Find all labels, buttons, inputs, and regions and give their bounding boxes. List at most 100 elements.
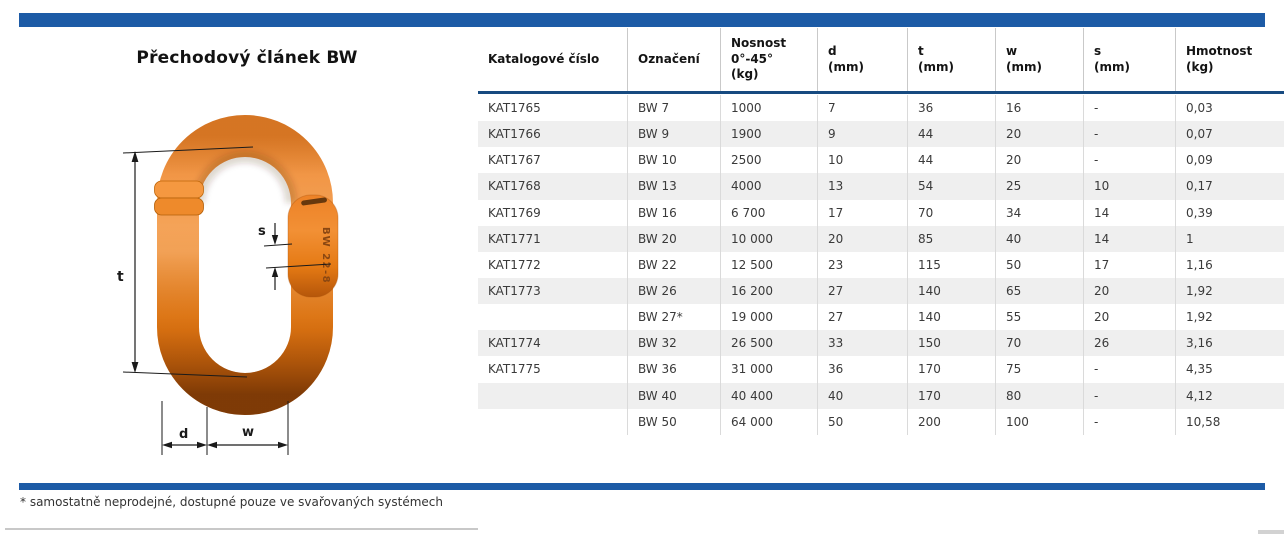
table-cell: KAT1765 (488, 101, 541, 116)
table-cell: 7 (817, 95, 907, 122)
page-title: Přechodový článek BW (136, 48, 358, 68)
table-cell: 170 (907, 382, 995, 409)
table-cell: BW 40 (627, 382, 720, 409)
table-cell: 200 (907, 408, 995, 435)
header-oznaceni: Označení (627, 28, 720, 91)
table-cell: 33 (817, 330, 907, 357)
dim-label-t: t (117, 269, 124, 285)
table-row: KAT1767 BW 10 2500 10 44 20-0,09 (478, 147, 1284, 174)
table-cell: 40 400 (720, 382, 817, 409)
table-cell: KAT1773 (488, 284, 541, 299)
table-cell: 40 (817, 382, 907, 409)
table-cell: 170 (907, 356, 995, 383)
table-cell (478, 409, 627, 435)
table-cell: BW 22 (627, 251, 720, 278)
table-cell: KAT1769 (488, 205, 541, 220)
table-cell: 4000 (720, 173, 817, 200)
table-header-row: Katalogové číslo Označení Nosnost 0°-45°… (478, 28, 1284, 94)
table-cell: BW 50 (627, 408, 720, 435)
table-cell: 20 (817, 225, 907, 252)
header-nosnost: Nosnost 0°-45° (kg) (720, 28, 817, 91)
table-cell: 13 (817, 173, 907, 200)
table-cell: 10 (817, 147, 907, 174)
table-cell: 25 (995, 173, 1083, 200)
table-cell: 14 (1083, 199, 1175, 226)
table-row: KAT1774 BW 32 26 500 33 150 70 26 3,16 (478, 330, 1284, 357)
table-cell: 0,07 (1175, 121, 1284, 148)
table-cell: 0,39 (1175, 199, 1284, 226)
table-cell: 26 (1083, 330, 1175, 357)
table-cell: 140 (907, 304, 995, 331)
table-row: KAT1766 BW 9 1900 9 44 20-0,07 (478, 121, 1284, 148)
table-cell: 50 (995, 251, 1083, 278)
header-d: d (mm) (817, 28, 907, 91)
table-cell: - (1083, 121, 1175, 148)
table-cell (478, 304, 627, 330)
table-cell: KAT1768 (488, 179, 541, 194)
link-body: BW 22-8 (154, 115, 339, 415)
table-row: KAT1773 BW 26 16 200 27 140 65 20 1,92 (478, 277, 1284, 305)
table-row: BW 40 40 400 40 170 80-4,12 (478, 382, 1284, 409)
table-cell: 75 (995, 356, 1083, 383)
header-w: w (mm) (995, 28, 1083, 91)
table-cell: 55 (995, 304, 1083, 331)
header-t: t (mm) (907, 28, 995, 91)
table-cell: - (1083, 147, 1175, 174)
table-cell: BW 27* (627, 304, 720, 331)
table-cell: 9 (817, 121, 907, 148)
table-cell: 12 500 (720, 251, 817, 278)
table-body: KAT1765 BW 7 1000 7 36 16-0,03 KAT1766 BW 9 1900… (478, 95, 1284, 435)
table-row: KAT1769 BW 16 6 700 17 70 34 14 0,39 (478, 199, 1284, 226)
weld-collar (154, 180, 204, 216)
table-row: BW 50 64 000 50 200 100-10,58 (478, 408, 1284, 435)
table-cell: 36 (907, 95, 995, 122)
table-row: KAT1765 BW 7 1000 7 36 16-0,03 (478, 95, 1284, 122)
dim-label-d: d (179, 427, 188, 442)
corner-mark (1258, 530, 1284, 534)
table-cell: 16 (995, 95, 1083, 122)
table-cell: 1,92 (1175, 277, 1284, 305)
table-cell: BW 10 (627, 147, 720, 174)
table-cell: BW 7 (627, 95, 720, 122)
table-cell: 1,92 (1175, 304, 1284, 331)
link-marking-text: BW 22-8 (320, 227, 331, 284)
footnote: * samostatně neprodejné, dostupné pouze … (20, 495, 444, 509)
table-cell: 20 (1083, 304, 1175, 331)
table-row: BW 27* 19 000 27 140 55 20 1,92 (478, 304, 1284, 331)
bottom-accent-bar (19, 483, 1265, 490)
table-cell: BW 32 (627, 330, 720, 357)
table-cell: 80 (995, 382, 1083, 409)
table-cell: 100 (995, 408, 1083, 435)
table-cell: 65 (995, 277, 1083, 305)
table-cell: 85 (907, 225, 995, 252)
mold-mark (301, 197, 327, 206)
table-cell: 1000 (720, 95, 817, 122)
table-cell: 50 (817, 408, 907, 435)
table-cell: 36 (817, 356, 907, 383)
table-cell: 3,16 (1175, 330, 1284, 357)
table-cell: 140 (907, 277, 995, 305)
table-cell: - (1083, 382, 1175, 409)
table-cell: - (1083, 356, 1175, 383)
dimension-s (263, 223, 332, 290)
table-cell: 31 000 (720, 356, 817, 383)
table-cell: 23 (817, 251, 907, 278)
header-katalogove-cislo: Katalogové číslo (488, 51, 600, 66)
table-cell: 4,12 (1175, 382, 1284, 409)
table-row: KAT1772 BW 22 12 500 23 115 50 17 1,16 (478, 251, 1284, 278)
table-cell: 115 (907, 251, 995, 278)
marking-boss: BW 22-8 (287, 194, 339, 298)
table-cell: KAT1775 (488, 362, 541, 377)
table-cell: 14 (1083, 225, 1175, 252)
table-cell: 70 (995, 330, 1083, 357)
table-cell: 1,16 (1175, 251, 1284, 278)
table-cell: 16 200 (720, 277, 817, 305)
table-cell: 70 (907, 199, 995, 226)
table-cell: 44 (907, 147, 995, 174)
table-cell: BW 36 (627, 356, 720, 383)
table-cell: 44 (907, 121, 995, 148)
table-cell: 34 (995, 199, 1083, 226)
table-cell: 64 000 (720, 408, 817, 435)
table-cell: KAT1766 (488, 127, 541, 142)
